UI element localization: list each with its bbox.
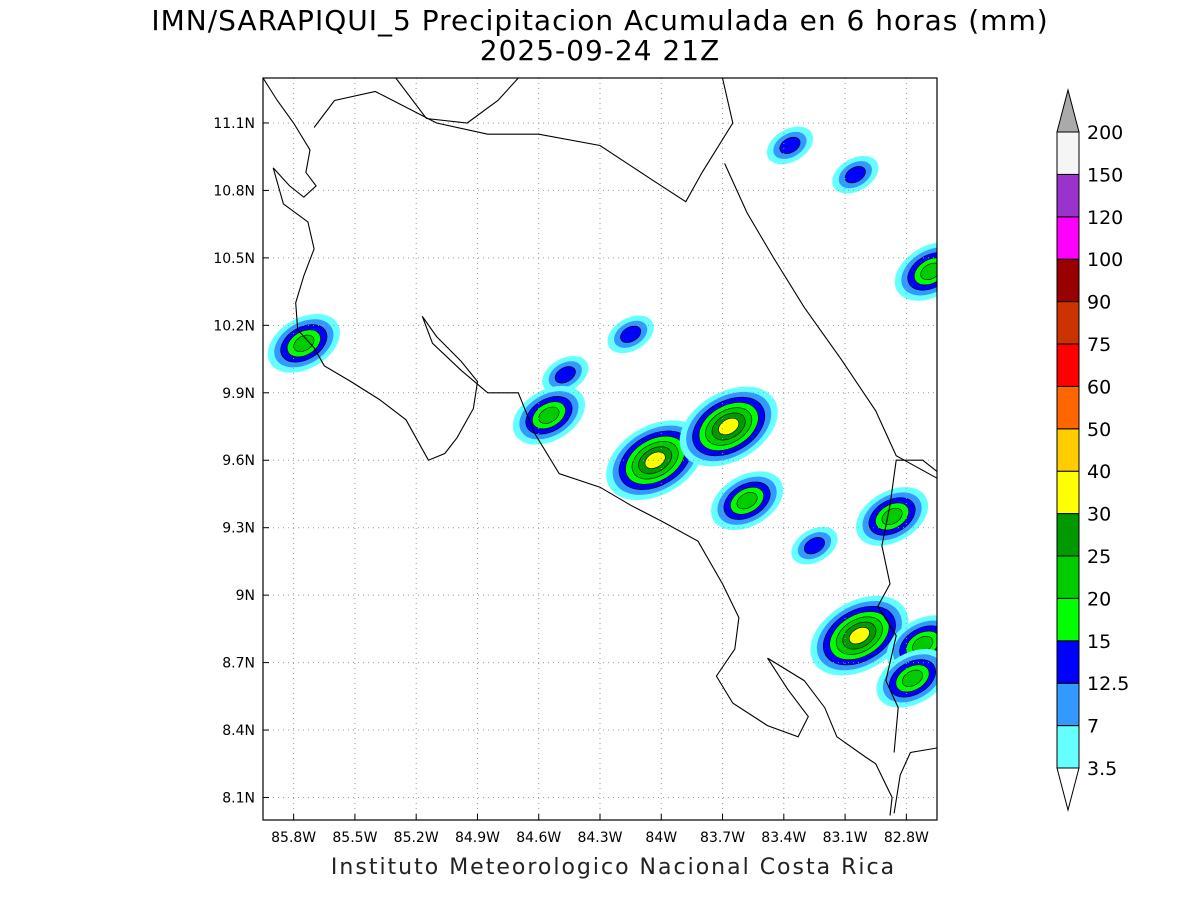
lat-tick-label: 8.1N bbox=[222, 791, 255, 807]
colorbar-over-triangle bbox=[1056, 88, 1080, 133]
colorbar-box bbox=[1056, 682, 1080, 727]
colorbar-label: 120 bbox=[1087, 207, 1123, 229]
precip-contour bbox=[718, 417, 740, 436]
colorbar-box bbox=[1056, 258, 1080, 303]
colorbar-label: 12.5 bbox=[1087, 673, 1129, 695]
precip-cell bbox=[894, 242, 937, 301]
lon-tick-label: 82.8W bbox=[884, 830, 929, 846]
lon-tick-label: 84.9W bbox=[455, 830, 500, 846]
colorbar-label: 150 bbox=[1087, 164, 1123, 186]
precip-contour bbox=[779, 136, 801, 155]
colorbar-box bbox=[1056, 301, 1080, 345]
map-title: IMN/SARAPIQUI_5 Precipitacion Acumulada … bbox=[151, 4, 1049, 37]
coastline bbox=[724, 163, 937, 479]
precip-contour bbox=[803, 537, 825, 555]
lat-tick-label: 9.6N bbox=[222, 453, 255, 469]
colorbar-box bbox=[1056, 555, 1080, 599]
precipitation-field bbox=[267, 126, 937, 708]
colorbar-label: 7 bbox=[1087, 716, 1099, 738]
colorbar-label: 90 bbox=[1087, 292, 1111, 314]
coastline bbox=[893, 747, 937, 814]
lat-lon-grid bbox=[263, 78, 937, 820]
precip-cell bbox=[542, 355, 589, 394]
colorbar-under-triangle bbox=[1056, 767, 1080, 812]
precip-cell bbox=[832, 155, 879, 194]
precip-contour bbox=[620, 325, 642, 343]
colorbar-box bbox=[1056, 173, 1080, 218]
precip-contour bbox=[293, 334, 315, 352]
precip-cell bbox=[855, 487, 929, 546]
precip-cell bbox=[766, 126, 814, 165]
precip-contour bbox=[844, 166, 866, 184]
precip-contour bbox=[644, 451, 666, 469]
colorbar-box bbox=[1056, 725, 1080, 769]
lat-tick-label: 10.2N bbox=[213, 318, 255, 334]
precip-contour bbox=[902, 669, 923, 687]
lat-tick-label: 8.7N bbox=[222, 656, 255, 672]
coastline bbox=[263, 78, 893, 816]
precip-cell bbox=[679, 386, 778, 467]
lat-tick-label: 10.5N bbox=[213, 251, 255, 267]
axis-ticks: 85.8W 85.5W 85.2W 84.9W 84.6W 84.3W 84W 83.7W 83… bbox=[213, 116, 929, 846]
lon-tick-label: 83.1W bbox=[823, 830, 868, 846]
lon-tick-label: 84.6W bbox=[516, 830, 561, 846]
colorbar-box bbox=[1056, 513, 1080, 557]
lon-tick-label: 83.4W bbox=[761, 830, 806, 846]
colorbar-label: 60 bbox=[1087, 376, 1111, 398]
colorbar-label: 15 bbox=[1087, 631, 1111, 653]
institution-footer: Instituto Meteorologico Nacional Costa R… bbox=[330, 855, 897, 880]
coastline bbox=[877, 459, 937, 753]
precip-contour bbox=[920, 262, 937, 280]
precip-cell bbox=[512, 385, 586, 445]
lon-tick-label: 83.7W bbox=[700, 830, 745, 846]
precip-contour bbox=[736, 492, 758, 510]
colorbar-label: 200 bbox=[1087, 122, 1123, 144]
colorbar-box bbox=[1056, 216, 1080, 260]
colorbar-label: 25 bbox=[1087, 546, 1111, 568]
colorbar-box bbox=[1056, 385, 1080, 430]
lat-tick-label: 9N bbox=[236, 588, 255, 604]
lat-tick-label: 9.9N bbox=[222, 386, 255, 402]
precip-contour bbox=[554, 366, 576, 384]
precip-cell bbox=[606, 420, 705, 501]
lon-tick-label: 85.5W bbox=[332, 830, 377, 846]
lon-tick-label: 84W bbox=[645, 830, 677, 846]
colorbar-label: 50 bbox=[1087, 419, 1111, 441]
precip-cell bbox=[607, 315, 654, 354]
coastline-borders bbox=[263, 78, 937, 816]
colorbar-box bbox=[1056, 640, 1080, 684]
colorbar-box bbox=[1056, 343, 1080, 387]
colorbar-box bbox=[1056, 428, 1080, 472]
lon-tick-label: 85.2W bbox=[394, 830, 439, 846]
colorbar-label: 3.5 bbox=[1087, 758, 1117, 780]
precip-cell bbox=[876, 648, 937, 708]
coastline bbox=[395, 78, 519, 124]
precip-contour bbox=[848, 627, 870, 645]
precip-cell bbox=[710, 471, 784, 531]
colorbar-label: 100 bbox=[1087, 249, 1123, 271]
lon-tick-label: 84.3W bbox=[577, 830, 622, 846]
precip-cell bbox=[791, 526, 838, 565]
colorbar-label: 75 bbox=[1087, 334, 1111, 356]
colorbar-label: 40 bbox=[1087, 461, 1111, 483]
colorbar-box bbox=[1056, 597, 1080, 642]
colorbar-box bbox=[1056, 470, 1080, 515]
colorbar-box bbox=[1056, 131, 1080, 175]
precip-contour bbox=[538, 406, 560, 424]
lon-tick-label: 85.8W bbox=[271, 830, 316, 846]
colorbar: 3.5 7 12.5 15 20 25 30 40 50 60 75 90 100 120 150 200 bbox=[1056, 88, 1129, 812]
colorbar-label: 20 bbox=[1087, 588, 1111, 610]
coastline bbox=[313, 78, 734, 203]
colorbar-label: 30 bbox=[1087, 504, 1111, 526]
lat-tick-label: 8.4N bbox=[222, 723, 255, 739]
lat-tick-label: 9.3N bbox=[222, 521, 255, 537]
lat-tick-label: 11.1N bbox=[213, 116, 255, 132]
map-date-subtitle: 2025-09-24 21Z bbox=[479, 34, 721, 67]
lat-tick-label: 10.8N bbox=[213, 183, 255, 199]
